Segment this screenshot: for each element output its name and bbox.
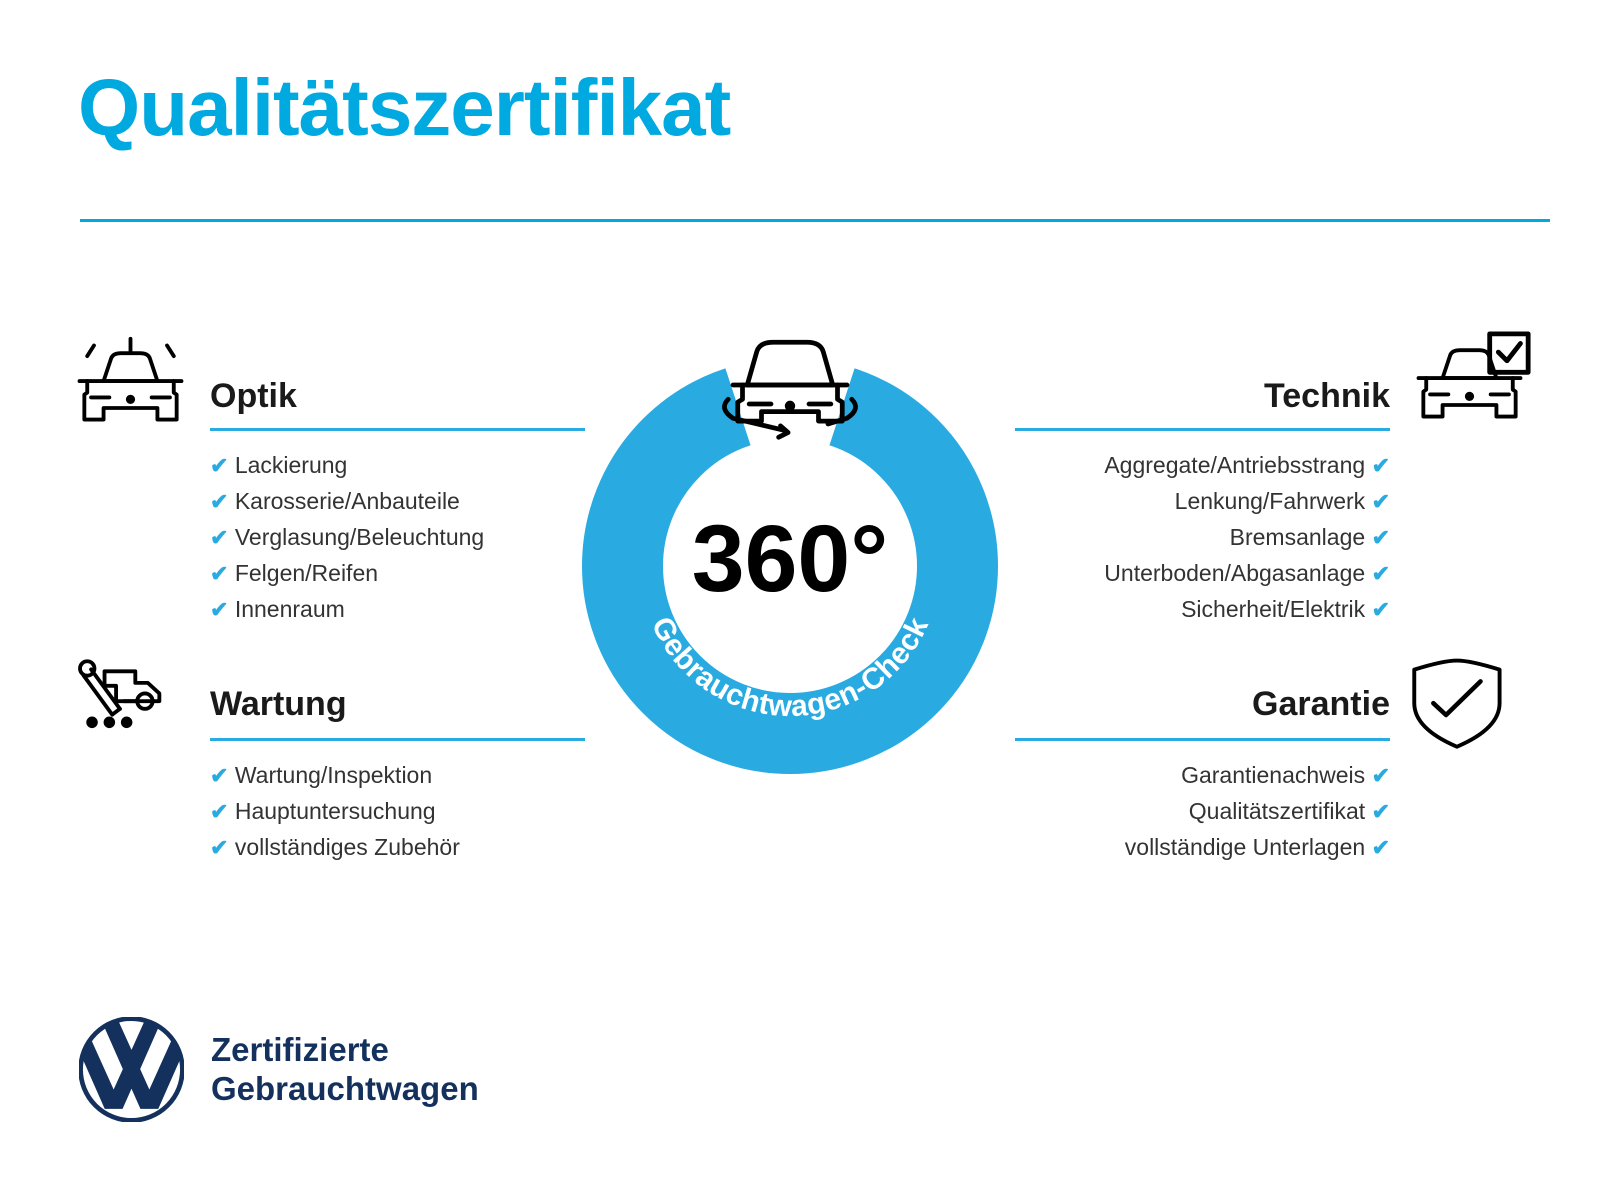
svg-text:360°: 360° [692, 506, 889, 612]
